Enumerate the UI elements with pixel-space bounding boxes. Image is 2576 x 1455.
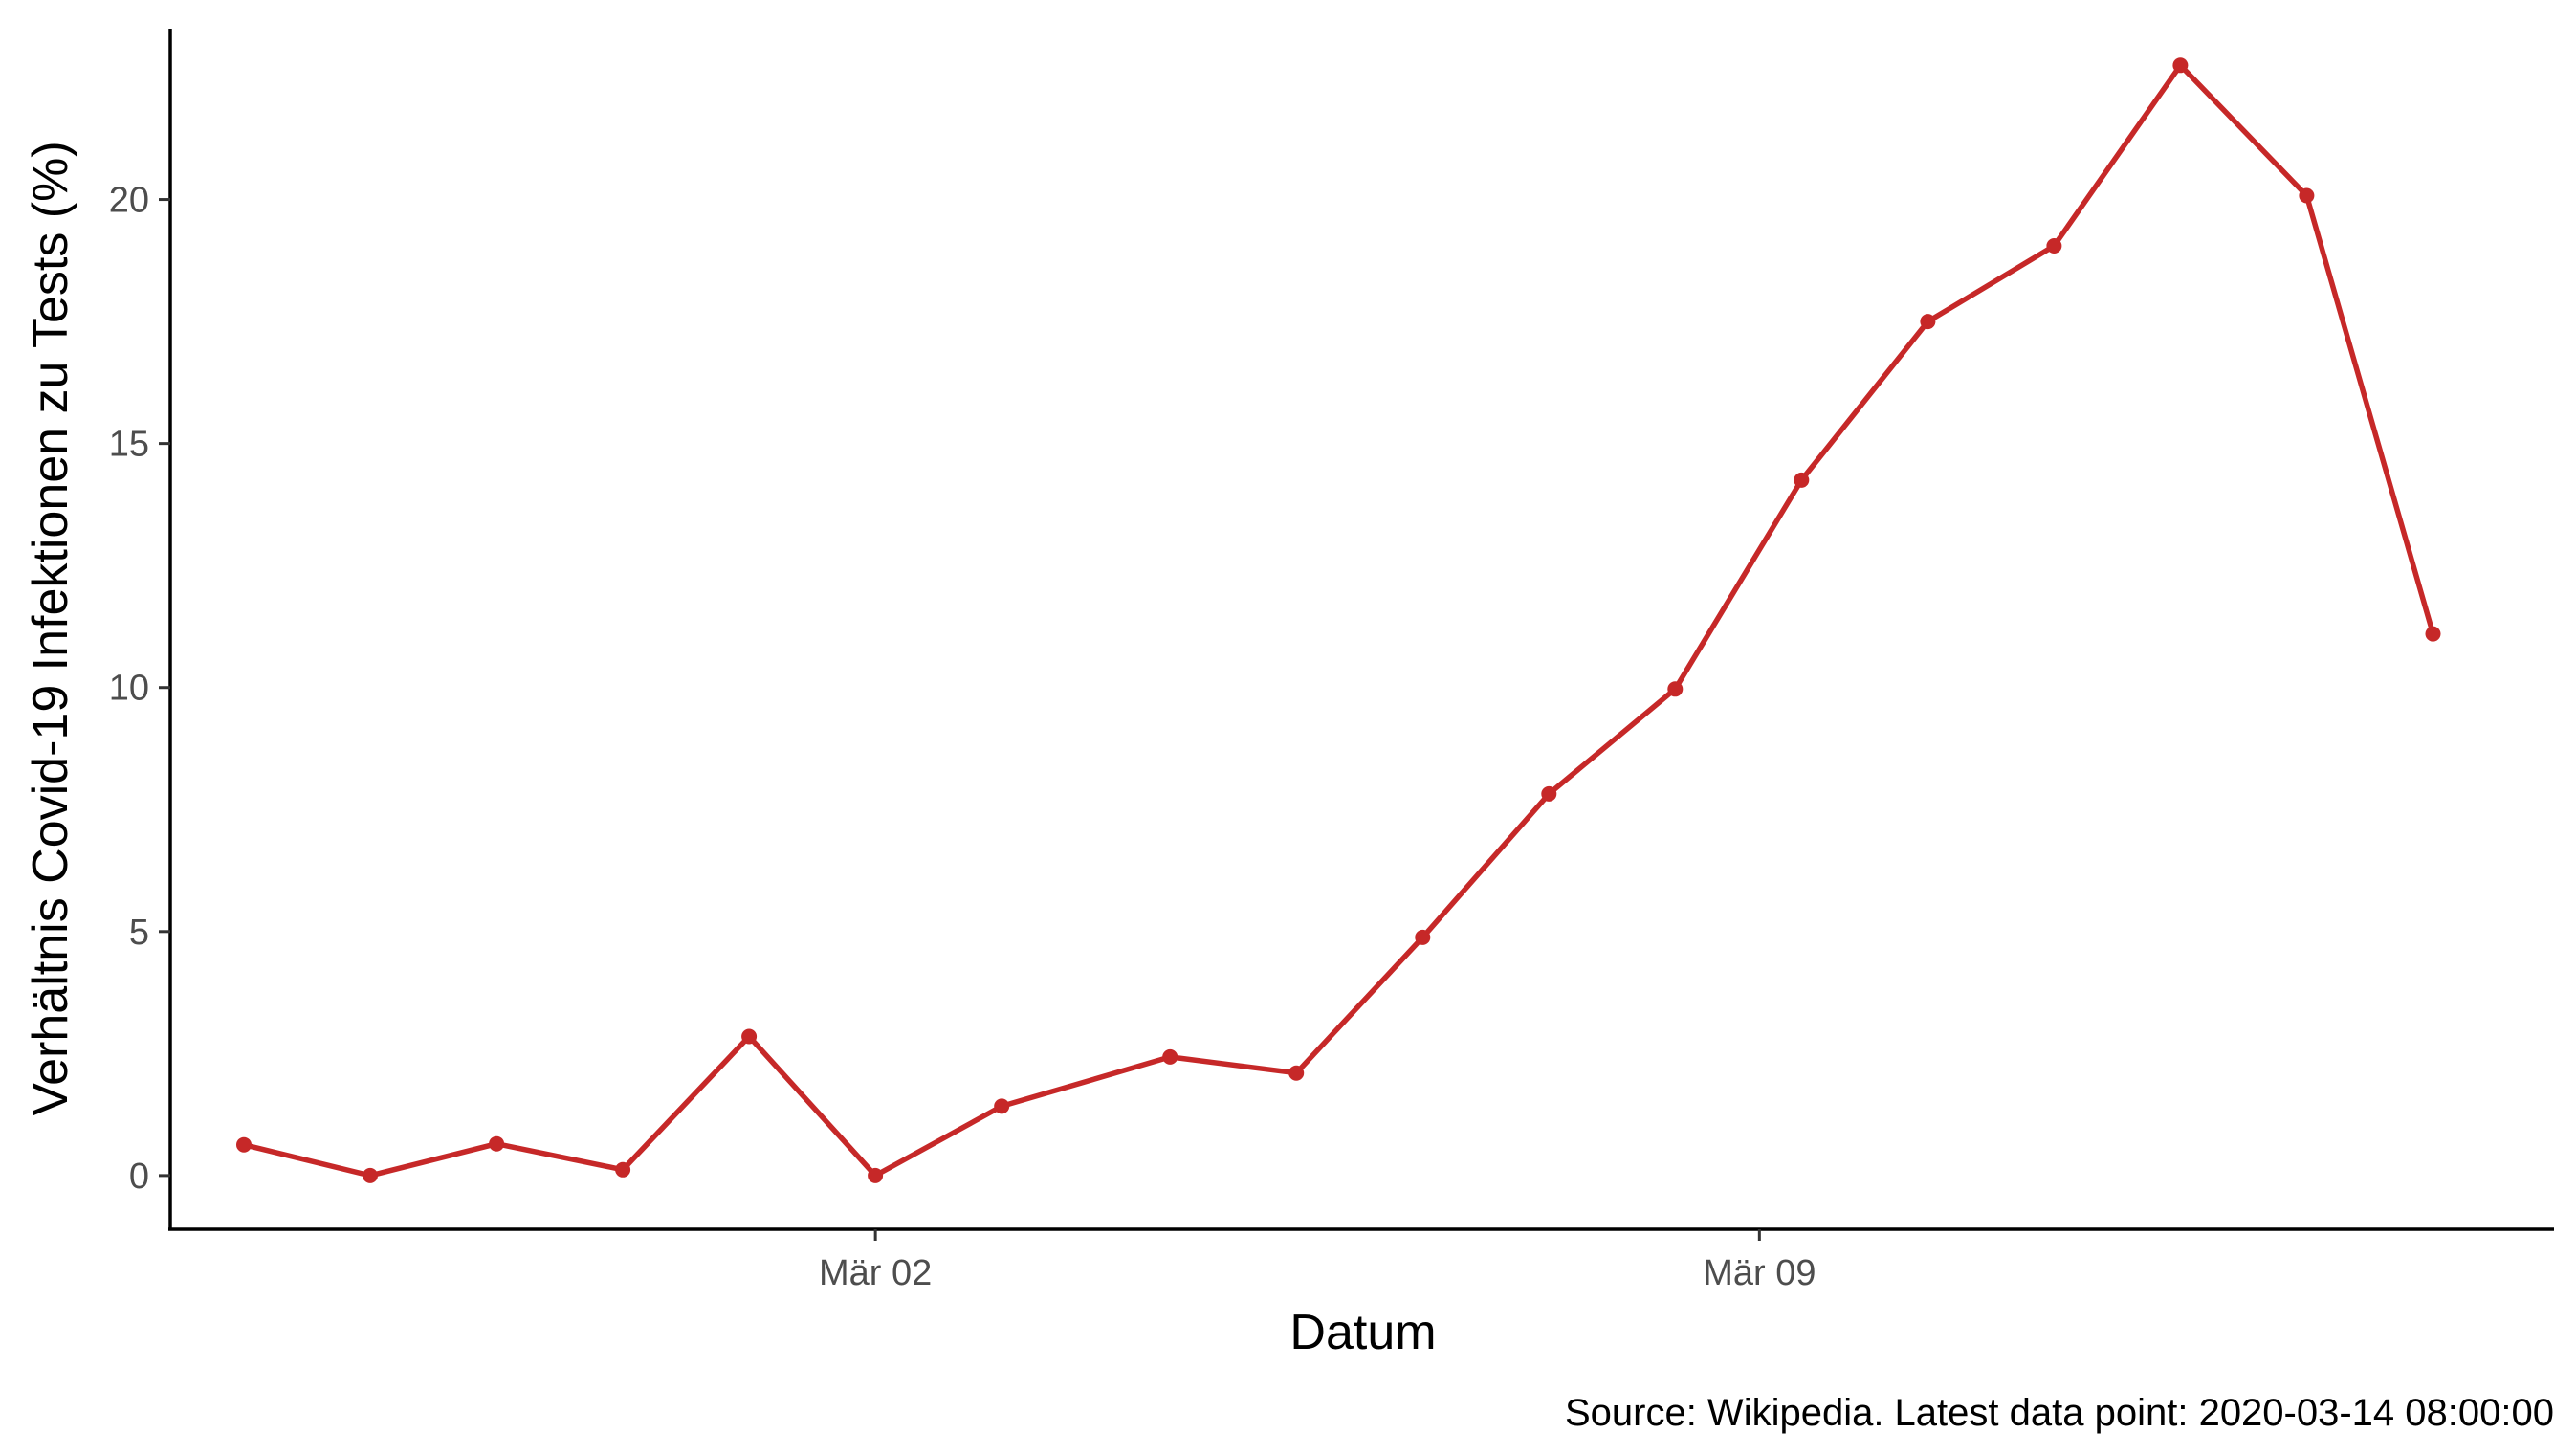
data-point [1288,1065,1305,1081]
y-tick-label: 10 [109,669,149,709]
x-ticks: Mär 02 Mär 09 [819,1229,1816,1293]
data-point [1667,681,1684,697]
data-point [2172,57,2189,74]
y-tick-label: 0 [129,1157,149,1197]
chart-caption: Source: Wikipedia. Latest data point: 20… [1565,1392,2554,1434]
data-point [363,1167,378,1183]
x-axis-title: Datum [1289,1305,1436,1360]
y-tick-label: 15 [109,425,149,465]
data-point [489,1135,505,1152]
data-point [615,1161,631,1178]
data-point [2299,187,2315,204]
x-tick-label: Mär 09 [1703,1253,1816,1293]
y-axis: 0 5 10 15 20 [109,29,172,1229]
series-line [241,62,2436,1179]
x-tick-label: Mär 02 [819,1253,932,1293]
data-point [994,1098,1010,1114]
y-tick-label: 20 [109,181,149,221]
y-tick-label: 5 [129,913,149,953]
data-point [2425,626,2441,642]
series-layer [236,57,2441,1183]
x-axis: Mär 02 Mär 09 [168,1227,2554,1293]
y-ticks: 0 5 10 15 20 [109,181,170,1197]
data-point [2046,238,2062,254]
data-point [1794,472,1810,488]
y-axis-title: Verhältnis Covid-19 Infektionen zu Tests… [23,141,78,1115]
data-point [1920,314,1936,330]
data-point [868,1167,884,1183]
data-point [236,1136,252,1153]
data-point [1162,1048,1178,1065]
data-point [1415,929,1431,945]
data-point [741,1028,758,1045]
data-point [1541,785,1557,802]
